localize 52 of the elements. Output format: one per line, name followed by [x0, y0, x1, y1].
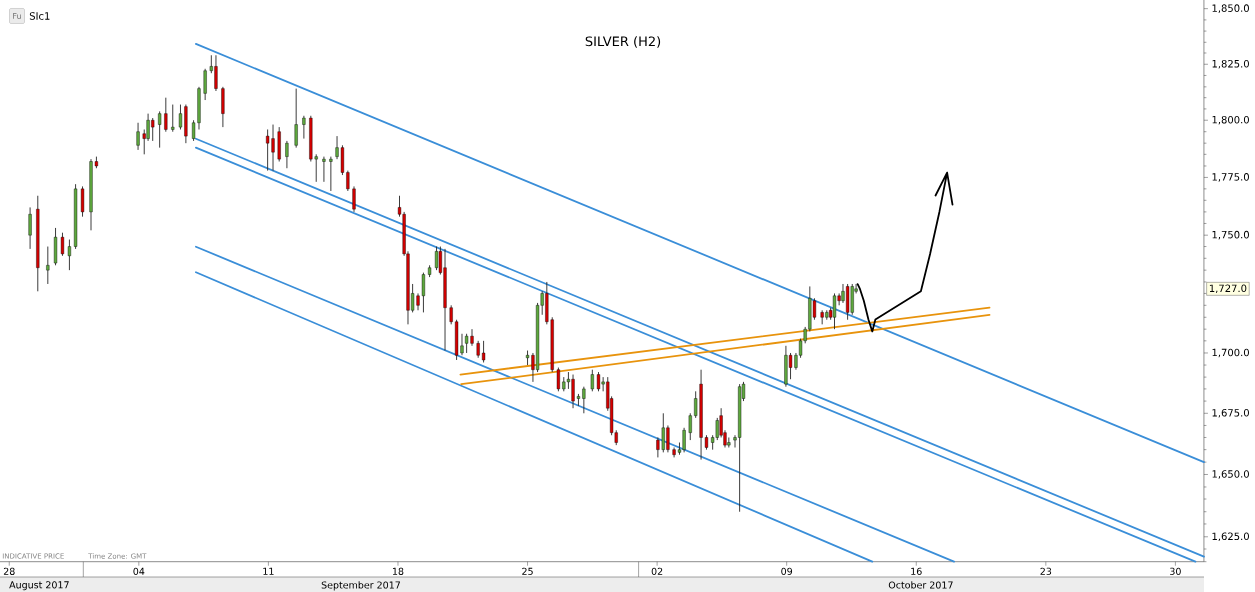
- x-tick-label: 04: [133, 567, 145, 575]
- x-tick-label: 11: [263, 567, 274, 575]
- candlestick: [60, 232, 65, 257]
- annotation: Fu: [13, 13, 21, 19]
- candlestick: [352, 185, 356, 213]
- candlestick: [67, 239, 72, 271]
- y-tick-label: 1,625.0: [1212, 532, 1249, 542]
- y-tick-label: 1,650.0: [1212, 470, 1249, 479]
- annotation: 1,727.0: [1209, 284, 1247, 294]
- y-tick-label: 1,700.0: [1212, 348, 1249, 358]
- candlestick: [481, 340, 486, 363]
- y-tick-label: 1,675.0: [1212, 408, 1249, 418]
- candlestick: [329, 156, 333, 192]
- x-tick-label: 02: [651, 567, 663, 575]
- candlestick: [434, 246, 439, 271]
- x-tick-label: 25: [522, 567, 533, 575]
- y-tick-label: 1,825.0: [1212, 59, 1249, 69]
- candlestick: [171, 104, 175, 133]
- candlestick: [158, 110, 162, 149]
- x2-tick-label: August 2017: [9, 581, 69, 591]
- candlestick: [46, 246, 50, 285]
- candlestick: [285, 140, 289, 169]
- x-tick-label: 18: [392, 567, 404, 575]
- candlestick: [322, 156, 326, 183]
- candlestick: [80, 185, 85, 218]
- y-tick-label: 1,850.0: [1212, 4, 1249, 13]
- candlestick: [596, 371, 601, 392]
- candlestick: [449, 304, 453, 325]
- x-tick-label: 09: [781, 567, 793, 575]
- candlestick: [203, 68, 207, 101]
- candlestick: [28, 206, 32, 250]
- candlestick: [302, 115, 306, 140]
- x-tick-label: 16: [911, 567, 922, 575]
- candlestick: [590, 369, 594, 392]
- y-tick-label: 1,750.0: [1212, 230, 1249, 240]
- y-tick-label: 1,800.0: [1212, 115, 1249, 125]
- candlestick: [688, 412, 692, 441]
- x2-tick-label: October 2017: [888, 581, 953, 589]
- candlestick: [346, 170, 350, 192]
- candlestick: [136, 122, 140, 151]
- x-tick-label: 28: [3, 567, 15, 575]
- x-tick-label: 23: [1040, 567, 1052, 575]
- text: SILVER (H2): [585, 36, 661, 48]
- x-tick-label: 30: [1170, 567, 1181, 575]
- annotation: SIc1: [29, 12, 50, 20]
- candlestick: [294, 88, 298, 149]
- candlestick: [164, 97, 168, 133]
- candlestick: [582, 386, 586, 414]
- line-series: [856, 171, 954, 333]
- x2-tick-label: September 2017: [321, 581, 400, 591]
- y-tick-label: 1,775.0: [1212, 173, 1249, 182]
- candlestick: [556, 367, 560, 392]
